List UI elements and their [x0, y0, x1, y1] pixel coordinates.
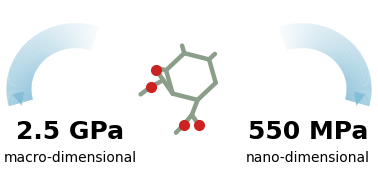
Text: 2.5 GPa: 2.5 GPa — [16, 120, 124, 144]
Text: macro-dimensional: macro-dimensional — [3, 151, 136, 165]
Text: 550 MPa: 550 MPa — [248, 120, 368, 144]
Polygon shape — [354, 92, 365, 106]
Text: nano-dimensional: nano-dimensional — [246, 151, 370, 165]
Polygon shape — [13, 92, 24, 106]
